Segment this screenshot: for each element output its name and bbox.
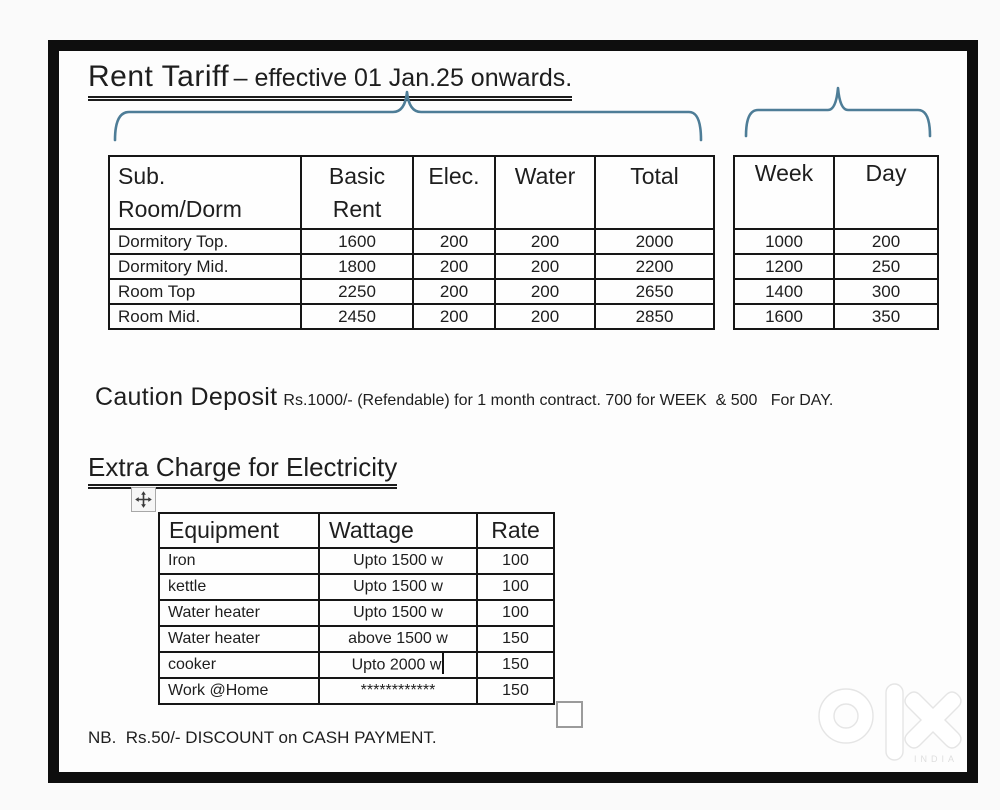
brace-period-table: [744, 86, 932, 138]
header-equipment: Equipment: [158, 512, 320, 549]
header-rate: Rate: [476, 512, 555, 549]
caution-deposit-line: Caution Deposit Rs.1000/- (Refendable) f…: [95, 383, 833, 412]
table-row: Dormitory Mid. 1800 200 200 2200: [108, 253, 715, 280]
header-basic-rent: Basic Rent: [300, 155, 414, 230]
table-row: Iron Upto 1500 w 100: [158, 547, 555, 575]
table-row: 1400 300: [733, 278, 939, 305]
olx-l-bar: [885, 683, 904, 761]
title-main: Rent Tariff: [88, 60, 230, 93]
electricity-rates-table: Equipment Wattage Rate Iron Upto 1500 w …: [158, 512, 555, 705]
table-row: Room Mid. 2450 200 200 2850: [108, 303, 715, 330]
olx-watermark-logo: INDIA: [818, 683, 962, 764]
header-week: Week: [733, 155, 835, 230]
extra-charge-heading: Extra Charge for Electricity: [88, 452, 398, 489]
header-total: Total: [594, 155, 715, 230]
olx-o-inner: [833, 703, 859, 729]
caution-deposit-text: Rs.1000/- (Refendable) for 1 month contr…: [283, 392, 834, 409]
header-sub-room-dorm: Sub. Room/Dorm: [108, 155, 302, 230]
table-row: 1000 200: [733, 228, 939, 255]
table-header-row: Sub. Room/Dorm Basic Rent Elec. Water To…: [108, 155, 715, 230]
olx-india-label: INDIA: [914, 754, 958, 764]
brace-main-table: [113, 90, 703, 142]
title-suffix: – effective 01 Jan.25 onwards.: [233, 64, 573, 92]
table-move-handle: [131, 487, 156, 512]
caution-deposit-label: Caution Deposit: [95, 383, 278, 411]
table-row: Water heater above 1500 w 150: [158, 625, 555, 653]
table-row: cooker Upto 2000 w 150: [158, 651, 555, 679]
table-resize-handle: [556, 701, 583, 728]
header-day: Day: [833, 155, 939, 230]
table-row: Water heater Upto 1500 w 100: [158, 599, 555, 627]
week-day-table: Week Day 1000 200 1200 250 1400 300 1600…: [733, 155, 939, 330]
header-wattage: Wattage: [318, 512, 478, 549]
olx-x-glyph: [904, 691, 962, 749]
table-row: 1200 250: [733, 253, 939, 280]
header-elec: Elec.: [412, 155, 496, 230]
move-arrows-icon: [135, 491, 152, 508]
wattage-cell-with-cursor: Upto 2000 w: [318, 651, 478, 679]
table-row: Work @Home ************ 150: [158, 677, 555, 705]
table-header-row: Week Day: [733, 155, 939, 230]
table-row: kettle Upto 1500 w 100: [158, 573, 555, 601]
text-cursor: [442, 654, 445, 674]
table-row: Room Top 2250 200 200 2650: [108, 278, 715, 305]
header-water: Water: [494, 155, 596, 230]
table-row: Dormitory Top. 1600 200 200 2000: [108, 228, 715, 255]
page-title: Rent Tariff – effective 01 Jan.25 onward…: [88, 60, 573, 101]
rent-tariff-table: Sub. Room/Dorm Basic Rent Elec. Water To…: [108, 155, 715, 330]
table-header-row: Equipment Wattage Rate: [158, 512, 555, 549]
table-row: 1600 350: [733, 303, 939, 330]
discount-note: NB. Rs.50/- DISCOUNT on CASH PAYMENT.: [88, 728, 437, 747]
